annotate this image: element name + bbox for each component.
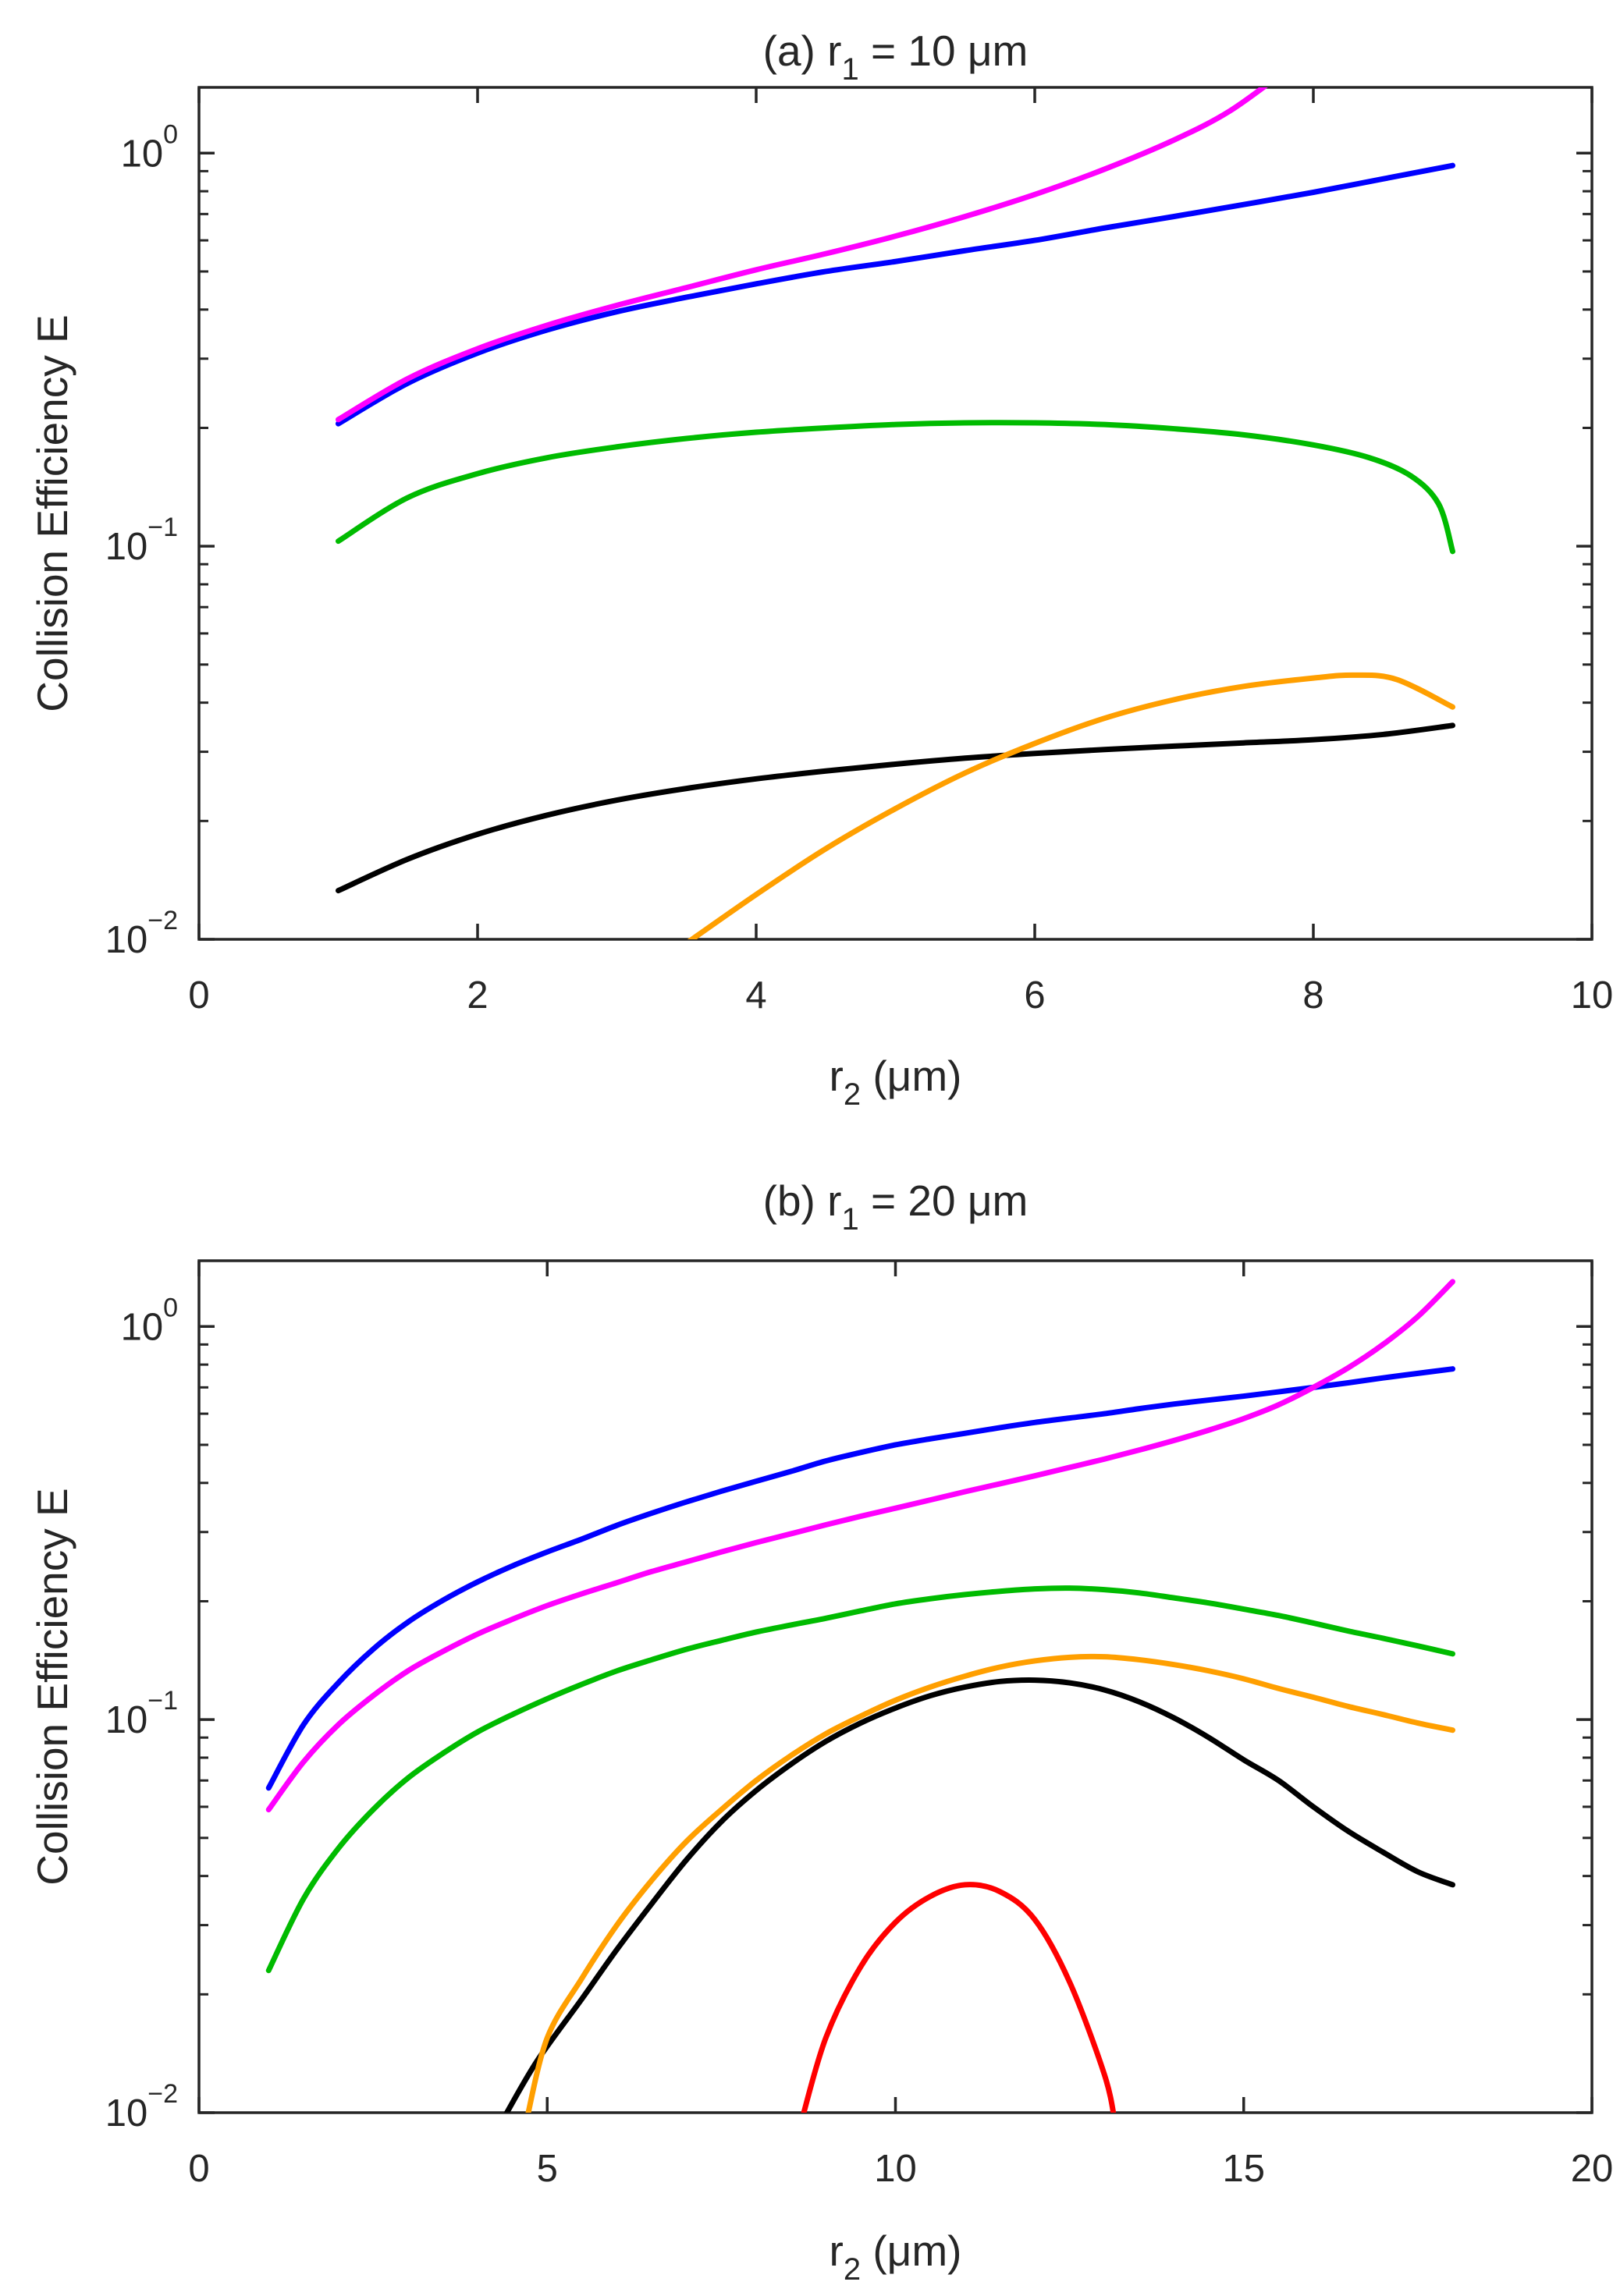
curve-black <box>336 722 1455 894</box>
x-tick-label: 0 <box>188 2148 209 2190</box>
chart-title: (b) r1 = 20 μm <box>763 1176 1029 1237</box>
y-tick-label: 100 <box>121 1293 178 1348</box>
x-tick-label: 8 <box>1302 974 1323 1017</box>
x-axis-label: r2 (μm) <box>830 2227 962 2287</box>
x-tick-label: 0 <box>188 974 209 1017</box>
x-tick-label: 4 <box>745 974 766 1017</box>
y-axis-label: Collision Efficiency E <box>28 314 76 712</box>
y-tick-label: 10−2 <box>105 906 178 961</box>
curve-blue <box>265 1366 1455 1791</box>
plot-box <box>197 1259 1593 2114</box>
y-tick-label: 10−1 <box>105 513 178 568</box>
x-tick-label: 15 <box>1222 2148 1265 2190</box>
curve-green <box>265 1585 1455 1974</box>
curve-green <box>336 420 1455 555</box>
curve-magenta <box>265 1279 1455 1813</box>
x-tick-label: 20 <box>1571 2148 1613 2190</box>
x-tick-label: 6 <box>1024 974 1045 1017</box>
curve-black <box>503 1677 1455 2113</box>
x-tick-label: 10 <box>1571 974 1613 1017</box>
chart-title: (a) r1 = 10 μm <box>763 27 1029 87</box>
y-tick-label: 100 <box>121 119 178 175</box>
x-tick-label: 2 <box>467 974 488 1017</box>
x-axis-label: r2 (μm) <box>830 1052 962 1112</box>
panel-a-chart: 10−2 10−1 100 0 2 4 6 8 10 (a) r1 = 10 μm r2 (μm) C… <box>28 27 1613 1112</box>
y-tick-label: 10−1 <box>105 1686 178 1741</box>
y-tick-label: 10−2 <box>105 2079 178 2135</box>
panel-b-chart: 10−2 10−1 100 0 5 10 15 20 (b) r1 = 20 μm r2 (μm)… <box>28 1176 1613 2287</box>
x-tick-label: 5 <box>537 2148 558 2190</box>
curve-orange <box>525 1653 1455 2113</box>
plot-box <box>197 86 1593 941</box>
curves-group <box>336 87 1455 939</box>
y-axis-label: Collision Efficiency E <box>28 1488 76 1885</box>
curve-orange <box>687 672 1455 939</box>
x-tick-label: 10 <box>874 2148 917 2190</box>
curve-blue <box>336 162 1455 427</box>
curves-group <box>265 1279 1455 2113</box>
curve-magenta <box>336 87 1268 423</box>
curve-red <box>801 1882 1117 2113</box>
